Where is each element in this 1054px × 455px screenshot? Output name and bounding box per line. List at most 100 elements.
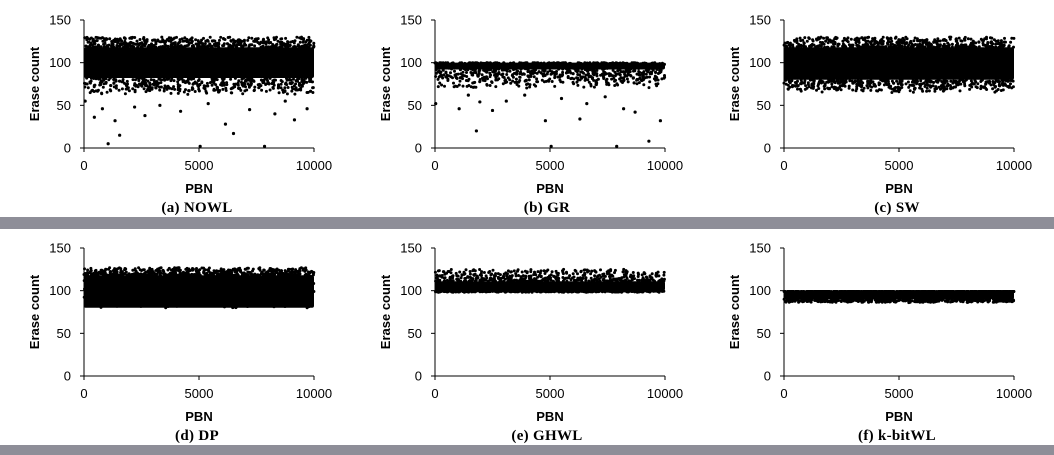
data-point <box>167 273 171 277</box>
data-point <box>460 75 464 79</box>
data-point <box>236 83 240 87</box>
y-axis-title: Erase count <box>27 46 42 121</box>
data-point <box>494 85 498 89</box>
data-point <box>138 42 142 46</box>
data-point <box>624 66 628 69</box>
data-point <box>229 276 233 280</box>
data-point <box>178 271 182 275</box>
data-point <box>519 70 523 74</box>
data-point <box>142 87 146 91</box>
data-point <box>295 297 299 301</box>
data-point <box>624 68 628 72</box>
data-point <box>627 68 631 72</box>
caption-sw: (c) SW <box>874 200 920 216</box>
data-point <box>165 38 169 41</box>
data-point <box>289 82 293 86</box>
data-point <box>579 62 583 65</box>
data-point <box>241 84 245 88</box>
data-point <box>226 42 230 46</box>
data-point <box>464 290 468 294</box>
data-point <box>233 76 237 80</box>
data-point <box>901 36 905 40</box>
data-point <box>103 303 107 307</box>
data-point <box>579 269 583 273</box>
data-point <box>244 279 248 283</box>
data-point <box>433 61 437 65</box>
y-tick-label: 100 <box>49 55 71 70</box>
data-point <box>98 279 102 283</box>
data-point <box>566 76 570 80</box>
data-point <box>866 44 870 48</box>
data-point <box>158 88 162 92</box>
data-point <box>152 78 156 82</box>
data-point <box>786 87 790 91</box>
data-point <box>185 44 189 48</box>
data-point <box>830 82 834 86</box>
data-point <box>632 69 635 73</box>
data-point <box>912 39 916 43</box>
data-point <box>178 38 182 42</box>
data-point <box>454 84 457 88</box>
data-point <box>912 80 916 84</box>
data-point <box>941 80 945 84</box>
data-point <box>173 273 177 277</box>
data-point <box>495 73 499 77</box>
data-point <box>226 36 230 39</box>
data-point <box>484 62 488 66</box>
data-point <box>656 78 660 82</box>
data-point <box>167 76 171 80</box>
data-point <box>237 79 241 83</box>
data-point <box>92 76 95 80</box>
data-point <box>116 275 120 279</box>
data-point <box>122 287 126 291</box>
data-point <box>466 62 470 66</box>
data-point <box>556 75 560 79</box>
data-point <box>150 87 154 91</box>
y-tick-label: 150 <box>400 241 422 256</box>
data-point <box>142 268 146 272</box>
data-point <box>101 76 105 80</box>
data-point <box>790 79 794 83</box>
data-point <box>231 38 235 42</box>
data-point <box>281 88 285 92</box>
data-point <box>587 72 590 76</box>
data-point <box>442 279 446 283</box>
data-point <box>956 44 960 48</box>
data-point <box>631 271 635 274</box>
data-point <box>996 88 1000 91</box>
data-point <box>275 268 279 272</box>
data-point <box>171 282 174 286</box>
data-point <box>229 39 233 43</box>
data-point <box>261 38 265 42</box>
data-point <box>202 266 206 270</box>
data-point <box>869 88 873 92</box>
data-point <box>294 274 298 278</box>
data-point <box>186 77 190 81</box>
data-point <box>472 71 476 75</box>
data-point <box>257 299 261 303</box>
data-point <box>438 278 442 282</box>
data-point <box>826 45 830 49</box>
data-point <box>796 87 799 91</box>
data-point <box>625 77 629 81</box>
data-point <box>536 64 540 68</box>
data-point <box>558 61 562 65</box>
data-point <box>197 272 201 275</box>
data-point <box>190 39 194 43</box>
data-point <box>222 268 226 272</box>
data-point <box>282 299 286 303</box>
data-point <box>219 272 223 276</box>
data-point <box>469 63 473 67</box>
data-point <box>446 279 450 283</box>
x-axis-title: PBN <box>885 181 912 196</box>
data-point <box>638 73 642 77</box>
data-point <box>176 91 180 95</box>
data-point <box>624 279 628 283</box>
data-point <box>312 44 316 48</box>
data-point <box>101 39 105 43</box>
data-point <box>197 78 201 81</box>
data-point <box>934 79 938 83</box>
data-point <box>804 45 807 49</box>
data-point <box>223 122 228 126</box>
